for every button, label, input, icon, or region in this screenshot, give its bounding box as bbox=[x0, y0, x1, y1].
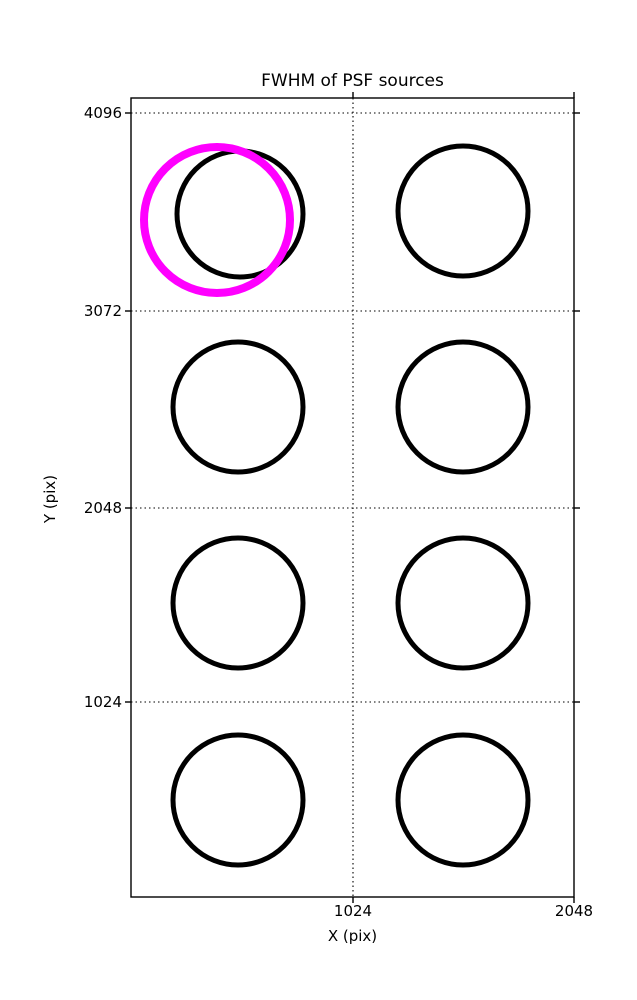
axes-border bbox=[130, 97, 575, 898]
psf-source-circle bbox=[170, 732, 306, 868]
psf-source-circle bbox=[395, 143, 531, 279]
y-axis-label: Y (pix) bbox=[41, 474, 59, 524]
psf-source-circle bbox=[170, 535, 306, 671]
psf-source-circle bbox=[170, 339, 306, 475]
x-axis-label: X (pix) bbox=[327, 927, 378, 945]
ytick-label-1024: 1024 bbox=[83, 693, 122, 711]
axes-frame bbox=[130, 97, 575, 898]
psf-source-circle bbox=[395, 339, 531, 475]
psf-source-circle bbox=[395, 732, 531, 868]
tick-marks bbox=[125, 92, 580, 903]
data-circles bbox=[140, 143, 531, 868]
chart-title: FWHM of PSF sources bbox=[261, 71, 444, 91]
xtick-label-1024: 1024 bbox=[333, 902, 373, 920]
ytick-label-4096: 4096 bbox=[83, 104, 122, 122]
xtick-label-2048: 2048 bbox=[554, 902, 594, 920]
ytick-label-3072: 3072 bbox=[83, 302, 122, 320]
psf-outlier-circle bbox=[140, 143, 294, 297]
psf-source-circle bbox=[395, 535, 531, 671]
ytick-label-2048: 2048 bbox=[83, 499, 122, 517]
gridlines bbox=[131, 98, 574, 897]
